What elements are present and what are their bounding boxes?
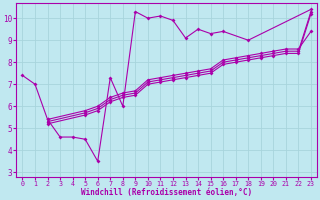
X-axis label: Windchill (Refroidissement éolien,°C): Windchill (Refroidissement éolien,°C)	[81, 188, 252, 197]
